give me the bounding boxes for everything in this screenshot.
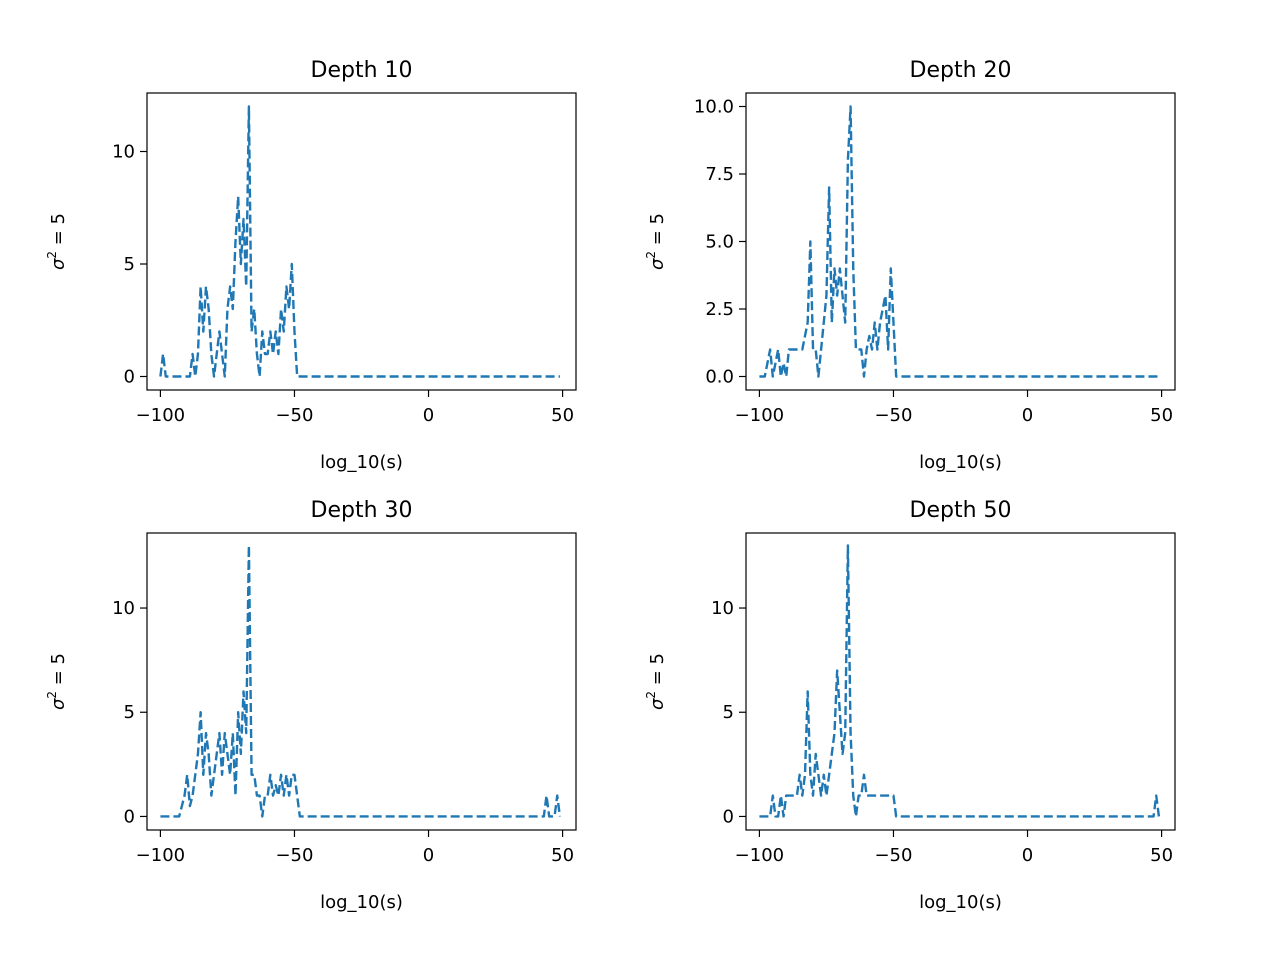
- y-tick-label: 0: [124, 367, 135, 388]
- x-tick-label: −100: [735, 845, 784, 866]
- y-axis-label-value: = 5: [48, 653, 69, 691]
- subplot-3: −100 −50 0 50 0 5 10 Depth 30 log_10(s) σ2 = 5: [45, 498, 577, 913]
- subplot-4: −100 −50 0 50 0 5 10 Depth 50 log_10(s) σ2 = 5: [644, 498, 1176, 913]
- y-tick-label: 10: [112, 598, 135, 619]
- x-tick-label: 50: [1150, 845, 1173, 866]
- y-axis-label: σ2 = 5: [45, 653, 69, 710]
- y-axis-label: σ2 = 5: [644, 653, 668, 710]
- y-axis-label-value: = 5: [48, 213, 69, 251]
- subplot-title: Depth 30: [311, 498, 413, 523]
- x-tick-label: −50: [275, 405, 313, 426]
- y-axis-label-superscript: 2: [644, 251, 658, 259]
- x-tick-label: 50: [551, 845, 574, 866]
- x-tick-label: 50: [1150, 405, 1173, 426]
- x-tick-label: 0: [423, 845, 434, 866]
- subplot-1: −100 −50 0 50 0 5 10 Depth 10 log_10(s) σ2 = 5: [45, 58, 577, 473]
- x-tick-label: −100: [136, 405, 185, 426]
- y-tick-label: 5: [124, 254, 135, 275]
- series-line: [759, 105, 1159, 378]
- subplot-title: Depth 10: [311, 58, 413, 83]
- axes-frame: [146, 532, 577, 831]
- y-tick-label: 10: [112, 142, 135, 163]
- y-tick-label: 0.0: [705, 367, 734, 388]
- y-tick-label: 0: [723, 806, 734, 827]
- x-tick-label: −50: [275, 845, 313, 866]
- y-axis-label-symbol: σ: [647, 258, 668, 270]
- x-tick-label: −100: [136, 845, 185, 866]
- x-axis-label: log_10(s): [919, 452, 1002, 473]
- y-axis-label-value: = 5: [647, 213, 668, 251]
- x-axis-label: log_10(s): [320, 892, 403, 913]
- y-tick-label: 0: [124, 806, 135, 827]
- y-axis-label-value: = 5: [647, 653, 668, 691]
- x-tick-label: −100: [735, 405, 784, 426]
- axes-frame: [745, 532, 1176, 831]
- y-axis-label-symbol: σ: [48, 258, 69, 270]
- y-tick-label: 7.5: [705, 164, 734, 185]
- subplot-title: Depth 20: [910, 58, 1012, 83]
- x-tick-label: 0: [1022, 845, 1033, 866]
- x-tick-label: 0: [423, 405, 434, 426]
- x-axis-label: log_10(s): [919, 892, 1002, 913]
- y-tick-label: 5: [723, 702, 734, 723]
- series-line: [159, 105, 560, 378]
- y-axis-label-superscript: 2: [644, 691, 658, 699]
- y-tick-label: 5.0: [705, 232, 734, 253]
- y-axis-label: σ2 = 5: [644, 213, 668, 270]
- series-line: [160, 544, 562, 818]
- x-axis-label: log_10(s): [320, 452, 403, 473]
- y-axis-label-superscript: 2: [45, 691, 59, 699]
- y-axis-label-superscript: 2: [45, 251, 59, 259]
- x-tick-label: 0: [1022, 405, 1033, 426]
- subplot-title: Depth 50: [910, 498, 1012, 523]
- y-axis-label: σ2 = 5: [45, 213, 69, 270]
- y-axis-label-symbol: σ: [48, 698, 69, 710]
- x-tick-label: 50: [551, 405, 574, 426]
- y-axis-label-symbol: σ: [647, 698, 668, 710]
- x-tick-label: −50: [874, 405, 912, 426]
- series-line: [759, 544, 1161, 818]
- y-tick-label: 5: [124, 702, 135, 723]
- subplot-2: −100 −50 0 50 0.0 2.5 5.0 7.5 10.0 Depth 20 log_10…: [644, 58, 1176, 473]
- axes-frame: [146, 92, 577, 391]
- y-tick-label: 10: [711, 598, 734, 619]
- x-tick-label: −50: [874, 845, 912, 866]
- y-tick-label: 10.0: [694, 97, 734, 118]
- y-tick-label: 2.5: [705, 299, 734, 320]
